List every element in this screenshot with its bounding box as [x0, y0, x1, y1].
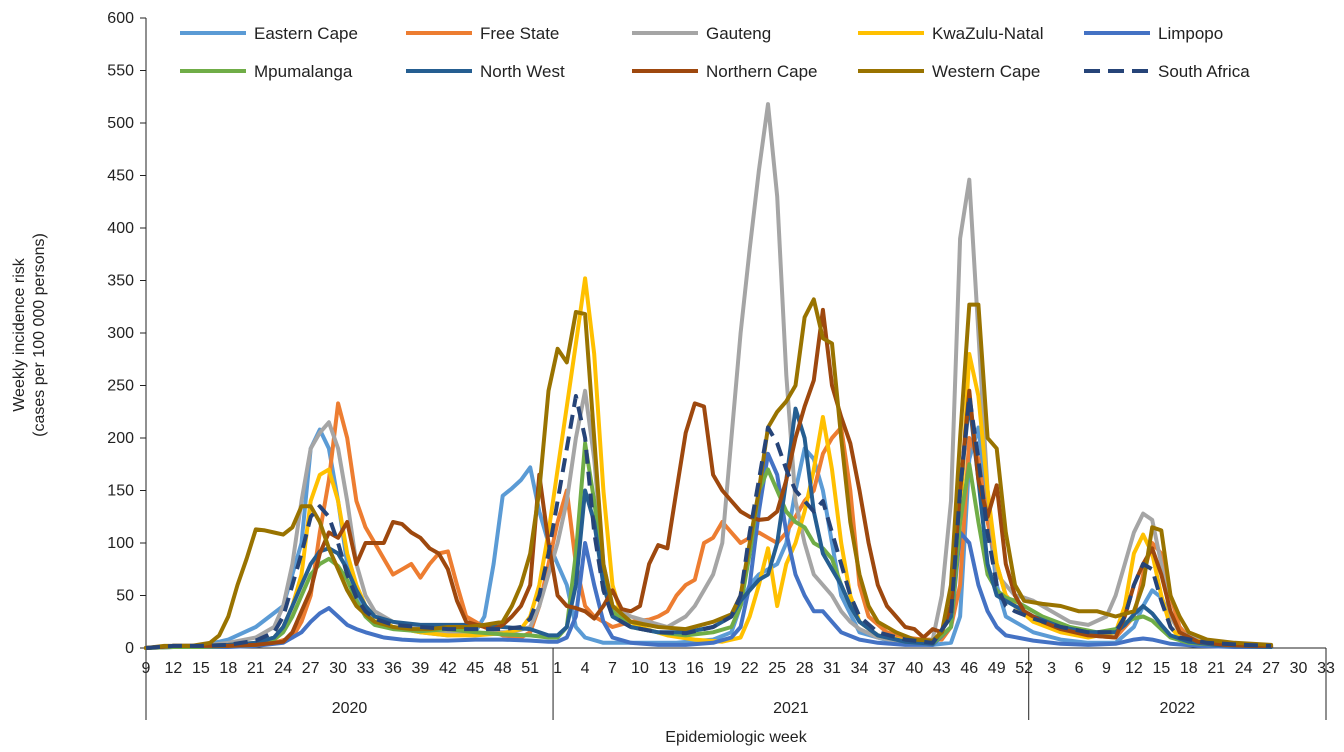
series-line-south-africa — [145, 394, 1272, 650]
legend-item: Limpopo — [1084, 24, 1223, 43]
x-tick-label: 21 — [247, 660, 265, 677]
series-line-eastern-cape — [144, 425, 1274, 650]
legend-item: KwaZulu-Natal — [858, 24, 1044, 43]
x-tick-label: 39 — [412, 660, 430, 677]
legend-label: Mpumalanga — [254, 62, 353, 81]
x-tick-label: 49 — [988, 660, 1006, 677]
x-tick-label: 18 — [1180, 660, 1198, 677]
x-tick-label: 31 — [823, 660, 841, 677]
x-tick-label: 34 — [851, 660, 869, 677]
y-tick-label: 250 — [107, 378, 134, 395]
x-tick-label: 10 — [631, 660, 649, 677]
x-tick-label: 12 — [1125, 660, 1143, 677]
x-tick-label: 9 — [1102, 660, 1111, 677]
x-tick-label: 37 — [878, 660, 896, 677]
x-tick-label: 33 — [357, 660, 375, 677]
y-tick-label: 0 — [125, 640, 134, 657]
year-label: 2021 — [773, 700, 809, 717]
x-tick-label: 24 — [274, 660, 292, 677]
legend-label: Limpopo — [1158, 24, 1223, 43]
year-label: 2020 — [332, 700, 368, 717]
x-tick-label: 48 — [494, 660, 512, 677]
legend-item: South Africa — [1084, 62, 1250, 81]
x-tick-label: 30 — [1290, 660, 1308, 677]
x-tick-label: 51 — [521, 660, 539, 677]
series-line-gauteng — [144, 102, 1274, 650]
y-axis: 0 50 100 150 200 250 300 350 400 450 500 550 600 — [107, 10, 147, 657]
legend-label: Gauteng — [706, 24, 771, 43]
x-tick-label: 22 — [741, 660, 759, 677]
legend-item: Mpumalanga — [180, 62, 353, 81]
x-tick-label: 21 — [1207, 660, 1225, 677]
x-tick-label: 30 — [329, 660, 347, 677]
legend-item: Gauteng — [632, 24, 771, 43]
x-axis-title: Epidemiologic week — [665, 729, 807, 746]
y-tick-label: 50 — [116, 588, 134, 605]
y-tick-label: 550 — [107, 63, 134, 80]
x-tick-label: 25 — [768, 660, 786, 677]
x-tick-label: 36 — [384, 660, 402, 677]
x-tick-label: 43 — [933, 660, 951, 677]
series-layer — [144, 102, 1274, 650]
x-tick-label: 6 — [1075, 660, 1084, 677]
x-axis: 9 12 15 18 21 24 27 30 33 36 39 42 45 48 51 1 4 7 10 13 16 19… — [142, 647, 1335, 720]
legend-label: Free State — [480, 24, 559, 43]
x-tick-label: 15 — [1152, 660, 1170, 677]
x-tick-label: 12 — [165, 660, 183, 677]
legend-item: Free State — [406, 24, 559, 43]
x-tick-label: 45 — [466, 660, 484, 677]
x-tick-label: 27 — [302, 660, 320, 677]
series-line-limpopo — [144, 451, 1274, 650]
y-axis-title-line2: (cases per 100 000 persons) — [31, 233, 48, 437]
y-tick-label: 350 — [107, 273, 134, 290]
series-line-western-cape — [144, 297, 1274, 650]
legend-item: Western Cape — [858, 62, 1040, 81]
y-tick-label: 200 — [107, 430, 134, 447]
x-tick-label: 3 — [1047, 660, 1056, 677]
x-tick-label: 15 — [192, 660, 210, 677]
legend-label: KwaZulu-Natal — [932, 24, 1044, 43]
legend-item: Eastern Cape — [180, 24, 358, 43]
legend-label: South Africa — [1158, 62, 1250, 81]
y-tick-label: 450 — [107, 168, 134, 185]
y-tick-label: 600 — [107, 10, 134, 27]
y-tick-label: 400 — [107, 220, 134, 237]
legend-label: Western Cape — [932, 62, 1040, 81]
x-tick-label: 18 — [219, 660, 237, 677]
y-tick-label: 300 — [107, 325, 134, 342]
x-tick-label: 19 — [713, 660, 731, 677]
x-tick-label: 42 — [439, 660, 457, 677]
year-label: 2022 — [1160, 700, 1196, 717]
legend: Eastern Cape Free State Gauteng KwaZulu-Nat… — [180, 24, 1250, 81]
x-tick-label: 4 — [581, 660, 590, 677]
series-line-northern-cape — [144, 307, 1274, 650]
x-tick-label: 40 — [905, 660, 923, 677]
series-line-kwazulu-natal — [144, 276, 1274, 650]
legend-item: Northern Cape — [632, 62, 818, 81]
y-axis-title-line1: Weekly incidence risk — [11, 257, 28, 412]
y-tick-label: 150 — [107, 483, 134, 500]
x-tick-label: 24 — [1235, 660, 1253, 677]
y-tick-label: 500 — [107, 115, 134, 132]
x-tick-label: 13 — [658, 660, 676, 677]
legend-item: North West — [406, 62, 565, 81]
x-tick-label: 52 — [1015, 660, 1033, 677]
legend-label: Eastern Cape — [254, 24, 358, 43]
x-tick-label: 46 — [960, 660, 978, 677]
x-tick-label: 16 — [686, 660, 704, 677]
x-tick-label: 28 — [796, 660, 814, 677]
legend-label: North West — [480, 62, 565, 81]
y-tick-label: 100 — [107, 535, 134, 552]
x-tick-label: 7 — [608, 660, 617, 677]
x-tick-label: 27 — [1262, 660, 1280, 677]
x-tick-label: 1 — [553, 660, 562, 677]
legend-label: Northern Cape — [706, 62, 818, 81]
